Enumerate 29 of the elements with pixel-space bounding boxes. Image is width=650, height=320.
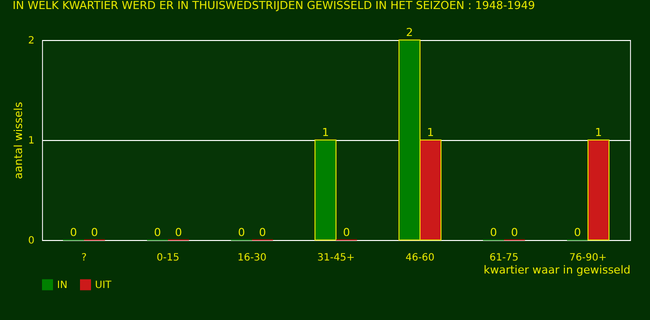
x-tick-label: 31-45+ bbox=[317, 252, 355, 264]
data-label: 0 bbox=[574, 226, 581, 239]
x-tick-label: 16-30 bbox=[237, 252, 267, 264]
data-label: 0 bbox=[490, 226, 497, 239]
data-label: 2 bbox=[406, 26, 413, 39]
chart-title: IN WELK KWARTIER WERD ER IN THUISWEDSTRIJDEN GEWISSELD IN HET SEIZOEN : 1948-1949 bbox=[12, 0, 536, 12]
y-axis-title: aantal wissels bbox=[12, 102, 26, 180]
data-label: 0 bbox=[259, 226, 266, 239]
y-tick-label: 1 bbox=[28, 136, 34, 146]
x-tick-label: ? bbox=[81, 252, 87, 264]
y-tick-label: 2 bbox=[28, 36, 34, 46]
x-tick-label: 0-15 bbox=[156, 252, 180, 264]
legend-label: UIT bbox=[95, 280, 112, 291]
x-axis-title: kwartier waar in gewisseld bbox=[484, 264, 630, 276]
data-label: 1 bbox=[427, 126, 434, 139]
x-tick-label: 76-90+ bbox=[569, 252, 607, 264]
data-label: 0 bbox=[91, 226, 98, 239]
data-label: 0 bbox=[343, 226, 350, 239]
data-label: 1 bbox=[322, 126, 329, 139]
data-label: 0 bbox=[238, 226, 245, 239]
y-tick-label: 0 bbox=[28, 236, 34, 246]
data-label: 0 bbox=[154, 226, 161, 239]
x-tick-label: 61-75 bbox=[489, 252, 519, 264]
legend-label: IN bbox=[57, 280, 68, 291]
x-tick-label: 46-60 bbox=[405, 252, 435, 264]
data-label: 0 bbox=[70, 226, 77, 239]
data-label: 0 bbox=[511, 226, 518, 239]
data-label: 1 bbox=[595, 126, 602, 139]
data-label: 0 bbox=[175, 226, 182, 239]
